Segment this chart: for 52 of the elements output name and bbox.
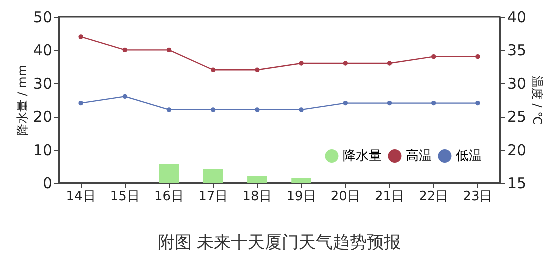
x-tick-label: 23日 <box>463 190 493 204</box>
legend-label: 低温 <box>456 149 482 164</box>
bar <box>203 169 224 183</box>
point <box>299 108 304 112</box>
y2-tick-label: 25 <box>508 108 527 126</box>
point <box>122 48 128 53</box>
point <box>78 34 84 40</box>
x-tick-label: 14日 <box>66 190 96 204</box>
y-tick-label: 30 <box>33 74 52 93</box>
x-tick-label: 16日 <box>154 190 184 204</box>
point <box>255 108 260 112</box>
bar <box>292 178 312 183</box>
point <box>166 108 172 112</box>
y2-tick-label: 35 <box>508 42 527 60</box>
x-tick-label: 21日 <box>374 190 405 204</box>
point <box>343 61 348 66</box>
point <box>166 48 172 53</box>
x-tick-label: 22日 <box>419 190 449 204</box>
point <box>476 100 480 106</box>
point <box>343 100 348 106</box>
y-tick-label: 10 <box>33 141 52 160</box>
x-tick-label: 20日 <box>330 190 360 204</box>
point <box>432 100 436 106</box>
x-tick-label: 18日 <box>242 190 272 204</box>
x-tick-label: 15日 <box>110 190 140 204</box>
y-tick-label: 40 <box>33 42 52 60</box>
point <box>432 54 436 60</box>
legend-label: 降水量 <box>343 149 382 164</box>
point <box>476 54 480 60</box>
point <box>255 68 260 72</box>
y2-axis-title: 温度 / ℃ <box>530 76 545 126</box>
bar <box>248 176 268 183</box>
y2-tick-label: 20 <box>508 141 527 160</box>
y2-tick-label: 40 <box>508 8 527 26</box>
text: 附图 未来十天厦门天气趋势预报 <box>158 233 402 253</box>
y-axis-title: 降水量 / mm <box>15 64 30 136</box>
y2-tick-label: 15 <box>508 174 527 192</box>
y-tick-label: 20 <box>33 108 52 126</box>
point <box>211 108 216 112</box>
y-tick-label: 50 <box>33 8 52 26</box>
point <box>387 100 392 106</box>
point <box>211 68 216 72</box>
x-tick-label: 17日 <box>198 190 228 204</box>
bar <box>159 164 180 183</box>
point <box>387 61 392 66</box>
y-tick-label: 0 <box>42 174 52 192</box>
legend-label: 高温 <box>406 148 432 164</box>
point <box>299 61 304 66</box>
point <box>78 100 84 106</box>
x-tick-label: 19日 <box>286 190 316 204</box>
y2-tick-label: 30 <box>508 74 527 93</box>
point <box>122 94 128 100</box>
